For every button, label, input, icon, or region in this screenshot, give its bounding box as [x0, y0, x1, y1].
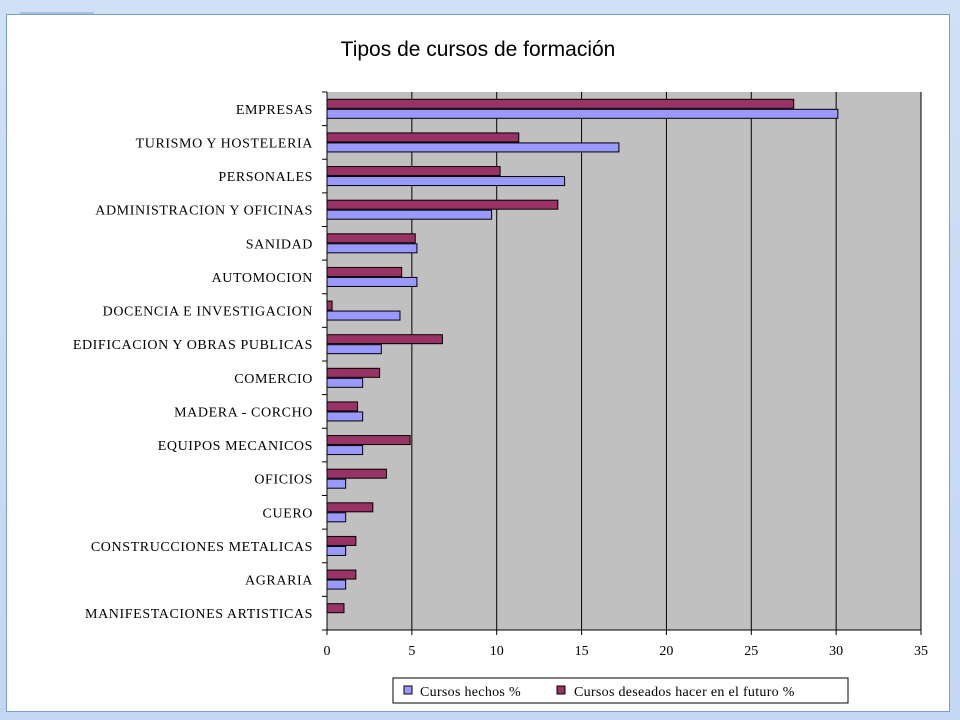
legend-swatch-hechos [403, 685, 413, 695]
category-label: OFICIOS [254, 473, 313, 488]
category-label: CONSTRUCCIONES METALICAS [91, 540, 313, 555]
legend-swatch-deseados [556, 685, 566, 695]
bar-deseados [326, 569, 357, 580]
category-label: AGRARIA [245, 574, 313, 589]
bar-hechos [326, 512, 347, 523]
bar-hechos [326, 243, 418, 254]
bar-deseados [326, 132, 520, 143]
bar-hechos [326, 545, 347, 556]
x-tick-label: 10 [490, 644, 504, 659]
legend: Cursos hechos % Cursos deseados hacer en… [392, 677, 849, 704]
category-label: ADMINISTRACION Y OFICINAS [95, 204, 313, 219]
bar-hechos [326, 478, 347, 489]
bar-deseados [326, 603, 345, 614]
bar-deseados [326, 233, 416, 244]
category-label: EDIFICACION Y OBRAS PUBLICAS [73, 338, 313, 353]
bar-hechos [326, 344, 382, 355]
category-label: PERSONALES [218, 170, 313, 185]
bar-deseados [326, 535, 357, 546]
bar-hechos [326, 176, 566, 187]
x-tick-label: 20 [659, 644, 673, 659]
bar-deseados [326, 401, 359, 412]
category-label: CUERO [263, 506, 313, 521]
top-accent-bar [20, 12, 94, 15]
bar-hechos [326, 108, 839, 119]
axes [322, 91, 922, 635]
tick-labels: 0 5 10 15 20 25 30 35 [324, 644, 929, 659]
category-label: MADERA - CORCHO [174, 405, 313, 420]
x-tick-label: 15 [575, 644, 589, 659]
category-label: COMERCIO [234, 372, 313, 387]
legend-label-hechos: Cursos hechos % [420, 685, 521, 700]
x-tick-label: 0 [324, 644, 331, 659]
category-label: EMPRESAS [236, 103, 313, 118]
category-label: AUTOMOCION [212, 271, 313, 286]
x-tick-label: 25 [744, 644, 758, 659]
category-label: EQUIPOS MECANICOS [158, 439, 313, 454]
legend-box [392, 677, 849, 704]
bar-hechos [326, 209, 493, 220]
bar-hechos [326, 411, 364, 422]
bar-hechos [326, 445, 364, 456]
x-tick-label: 30 [829, 644, 843, 659]
category-label: TURISMO Y HOSTELERIA [136, 136, 314, 151]
bar-deseados [326, 367, 381, 378]
bar-deseados [326, 435, 411, 446]
chart-title: Tipos de cursos de formación [341, 38, 616, 61]
category-label: SANIDAD [246, 237, 313, 252]
legend-label-deseados: Cursos deseados hacer en el futuro % [574, 685, 795, 700]
bar-deseados [326, 468, 387, 479]
bar-deseados [326, 334, 443, 345]
bar-deseados [326, 98, 795, 109]
x-tick-label: 35 [914, 644, 928, 659]
bar-deseados [326, 199, 559, 210]
bar-deseados [326, 166, 501, 177]
bar-deseados [326, 266, 403, 277]
bar-hechos [326, 377, 364, 388]
bar-hechos [326, 310, 401, 321]
category-label: DOCENCIA E INVESTIGACION [103, 305, 313, 320]
bar-hechos [326, 579, 347, 590]
x-tick-label: 5 [408, 644, 415, 659]
gridlines [411, 92, 922, 630]
bar-deseados [326, 502, 374, 513]
bar-hechos [326, 142, 620, 153]
category-label: MANIFESTACIONES ARTISTICAS [85, 607, 313, 622]
category-labels: EMPRESAS TURISMO Y HOSTELERIA PERSONALES AD… [73, 103, 313, 622]
bars [326, 98, 839, 614]
bar-deseados [326, 300, 333, 311]
bar-hechos [326, 276, 418, 287]
